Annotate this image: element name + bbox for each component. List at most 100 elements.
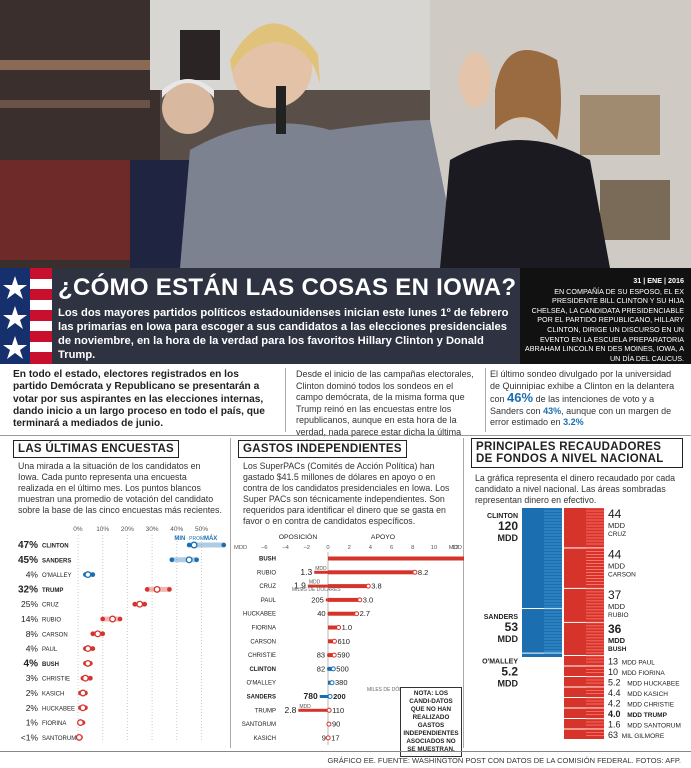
opposition-value: 205 xyxy=(311,595,324,604)
poll-avg-dot xyxy=(94,630,102,638)
poll-avg-dot xyxy=(185,556,193,564)
republican-funds-block xyxy=(564,677,604,687)
polls-legend-max: MÁX xyxy=(204,535,217,542)
republican-value: 13 xyxy=(608,657,618,667)
republican-funds-block xyxy=(564,666,604,676)
poll-candidate-name: BUSH xyxy=(42,662,59,668)
polls-title: LAS ÚLTIMAS ENCUESTAS xyxy=(13,440,180,458)
support-bar-end xyxy=(325,735,331,741)
spend-tick-label: –2 xyxy=(304,545,310,551)
poll-avg-label: 4% xyxy=(26,570,39,580)
poll-avg-label: 4% xyxy=(26,644,39,654)
republican-value: 44 xyxy=(608,508,622,521)
spend-tick-label: 4 xyxy=(369,545,373,551)
polls-legend-min: MIN xyxy=(174,536,185,542)
poll-avg-label: 25% xyxy=(21,599,38,609)
spend-tick-label: 8 xyxy=(411,545,414,551)
support-bar-end xyxy=(357,597,363,603)
spend-tick-label: 10 xyxy=(431,545,437,551)
spend-tick-label: 6 xyxy=(390,545,393,551)
republican-name: BUSH xyxy=(608,646,627,653)
opposition-value: 780 xyxy=(304,691,318,701)
polls-chart: 0% 10% 20% 30% 40% 50% MIN PROM MÁX 47% CLINTON 45%… xyxy=(18,526,227,742)
republican-value: 4.4 xyxy=(608,688,621,698)
poll-candidate-name: PAUL xyxy=(42,647,58,653)
poll-min-dot xyxy=(132,601,138,607)
democrat-name: SANDERS xyxy=(484,614,519,621)
republican-funds-block xyxy=(564,708,604,718)
opposition-value: 83 xyxy=(317,651,325,660)
democrat-value: 53 xyxy=(505,620,519,634)
republican-unit-name: MDD CHRISTIE xyxy=(627,702,675,709)
divider xyxy=(230,438,231,748)
poll-avg-dot xyxy=(77,719,84,727)
republican-value: 37 xyxy=(608,588,622,602)
support-label: APOYO xyxy=(371,534,395,541)
poll-avg-dot xyxy=(109,615,117,623)
spend-candidate-name: O'MALLEY xyxy=(247,681,277,687)
spend-tick-label: 12 xyxy=(452,545,458,551)
poll-avg-label: <1% xyxy=(21,732,39,742)
us-flag-icon xyxy=(0,268,52,364)
page-subtitle: Los dos mayores partidos políticos estad… xyxy=(58,307,509,361)
poll-max-dot xyxy=(90,646,96,651)
divider xyxy=(485,368,486,432)
axis-unit-right: MDD xyxy=(449,545,462,551)
polls-tick-label: 20% xyxy=(121,526,134,533)
support-bar-end xyxy=(365,583,371,589)
republican-unit-name: MDD KASICH xyxy=(627,691,668,698)
republican-unit: MDD xyxy=(608,561,626,570)
support-bar-end xyxy=(412,569,418,575)
opposition-unit: MDD xyxy=(315,566,327,572)
footer-credit: GRÁFICO EE. FUENTE: WASHINGTON POST CON … xyxy=(0,751,691,768)
poll-max-dot xyxy=(194,557,199,563)
opposition-bar xyxy=(327,653,329,657)
hero-band xyxy=(0,268,520,364)
democrat-funds-block xyxy=(522,508,562,609)
fundraisers-title: PRINCIPALES RECAUDADORES DE FONDOS A NIV… xyxy=(471,438,683,468)
support-value: 200 xyxy=(333,692,346,701)
support-bar xyxy=(328,570,415,575)
democrat-value: 120 xyxy=(498,519,518,533)
republican-name: CRUZ xyxy=(608,531,626,538)
support-bar-end xyxy=(336,625,342,630)
support-value: 500 xyxy=(336,664,349,673)
poll-avg-label: 2% xyxy=(26,688,39,698)
republican-unit-name: MDD FIORINA xyxy=(622,670,666,677)
republican-funds-block xyxy=(564,656,604,666)
poll-candidate-name: CLINTON xyxy=(42,544,69,550)
spending-title: GASTOS INDEPENDIENTES xyxy=(238,440,407,458)
spend-candidate-name: BUSH xyxy=(259,557,276,563)
kdol-note-right: MILES DE DÓLARES xyxy=(367,686,416,693)
opposition-bar xyxy=(319,695,328,698)
spending-chart: OPOSICIÓNAPOYOMDD–6–4–2024681012MDDBUSH1… xyxy=(234,533,464,745)
intro3-text-a: El último sondeo divulgado por la univer… xyxy=(490,369,675,404)
poll-candidate-name: TRUMP xyxy=(42,588,63,594)
spend-tick-label: 0 xyxy=(326,545,329,551)
poll-avg-label: 32% xyxy=(18,584,38,595)
polls-description: Una mirada a la situación de los candida… xyxy=(18,461,222,515)
sanders-poll-pct: 43% xyxy=(543,405,562,416)
support-bar-end xyxy=(330,666,336,672)
republican-unit: MDD xyxy=(608,521,626,530)
support-value: 3.8 xyxy=(371,582,381,591)
republican-name: CARSON xyxy=(608,571,636,578)
poll-avg-label: 2% xyxy=(26,703,39,713)
support-value: 3.0 xyxy=(363,595,373,604)
poll-min-dot xyxy=(169,557,175,563)
republican-unit: MDD xyxy=(608,636,626,645)
republican-value: 4.2 xyxy=(608,699,621,709)
democrat-funds-block xyxy=(522,653,562,657)
spend-candidate-name: TRUMP xyxy=(255,708,276,714)
caption-date: 31 | ENE | 2016 xyxy=(633,276,684,285)
caption-credit: FOTO: AFP. xyxy=(644,363,684,373)
polls-tick-label: 10% xyxy=(96,526,109,533)
opposition-unit: MDD xyxy=(299,704,311,710)
spend-candidate-name: SANDERS xyxy=(247,695,276,701)
democrat-value: 5.2 xyxy=(501,665,518,679)
opposition-bar xyxy=(307,584,328,588)
intro-paragraph-2: Desde el inicio de las campañas electora… xyxy=(296,369,474,448)
poll-avg-label: 1% xyxy=(26,718,39,728)
democrat-unit: MDD xyxy=(498,634,519,644)
support-bar xyxy=(328,653,335,658)
